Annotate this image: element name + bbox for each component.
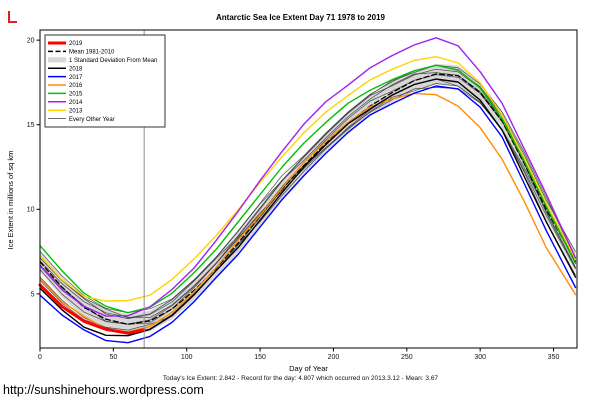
y-tick-label: 20 [27, 38, 35, 45]
series-2018 [39, 78, 577, 337]
legend-label: 2015 [69, 92, 83, 98]
x-tick-label: 100 [181, 354, 193, 361]
series-2019 [38, 283, 146, 335]
legend-swatch-band [48, 57, 66, 63]
y-tick-label: 10 [27, 207, 35, 214]
footer-url: http://sunshinehours.wordpress.com [3, 383, 204, 397]
chart-caption: Today's Ice Extent: 2.842 - Record for t… [162, 375, 439, 382]
plot-border [39, 29, 578, 349]
mean-line [39, 73, 577, 325]
legend-label: 2018 [69, 66, 83, 72]
y-tick-label: 15 [27, 122, 35, 129]
series-2013 [39, 56, 577, 302]
legend-box [44, 34, 166, 128]
sd-band [40, 63, 576, 335]
x-tick-label: 200 [328, 354, 340, 361]
legend-label: 2016 [69, 83, 83, 89]
chart-title: Antarctic Sea Ice Extent Day 71 1978 to … [216, 13, 385, 22]
y-tick-label: 5 [31, 291, 35, 298]
legend-label: 2014 [69, 100, 83, 106]
legend-label: 2019 [69, 41, 83, 47]
x-tick-label: 50 [109, 354, 117, 361]
series-2014 [39, 37, 577, 317]
legend-label: Mean 1981-2010 [69, 50, 115, 56]
other-year-line [39, 87, 576, 318]
legend-label: 2013 [69, 108, 83, 114]
x-tick-label: 250 [401, 354, 413, 361]
legend-label: Every Other Year [69, 117, 115, 123]
x-tick-label: 0 [38, 354, 42, 361]
x-tick-label: 300 [474, 354, 486, 361]
x-tick-label: 350 [548, 354, 560, 361]
x-tick-label: 150 [254, 354, 266, 361]
series-2017 [39, 85, 577, 344]
legend-label: 1 Standard Deviation From Mean [69, 58, 157, 64]
series-2015 [39, 64, 577, 314]
legend-label: 2017 [69, 75, 83, 81]
red-corner-mark [8, 11, 17, 23]
x-axis-label: Day of Year [289, 364, 328, 373]
